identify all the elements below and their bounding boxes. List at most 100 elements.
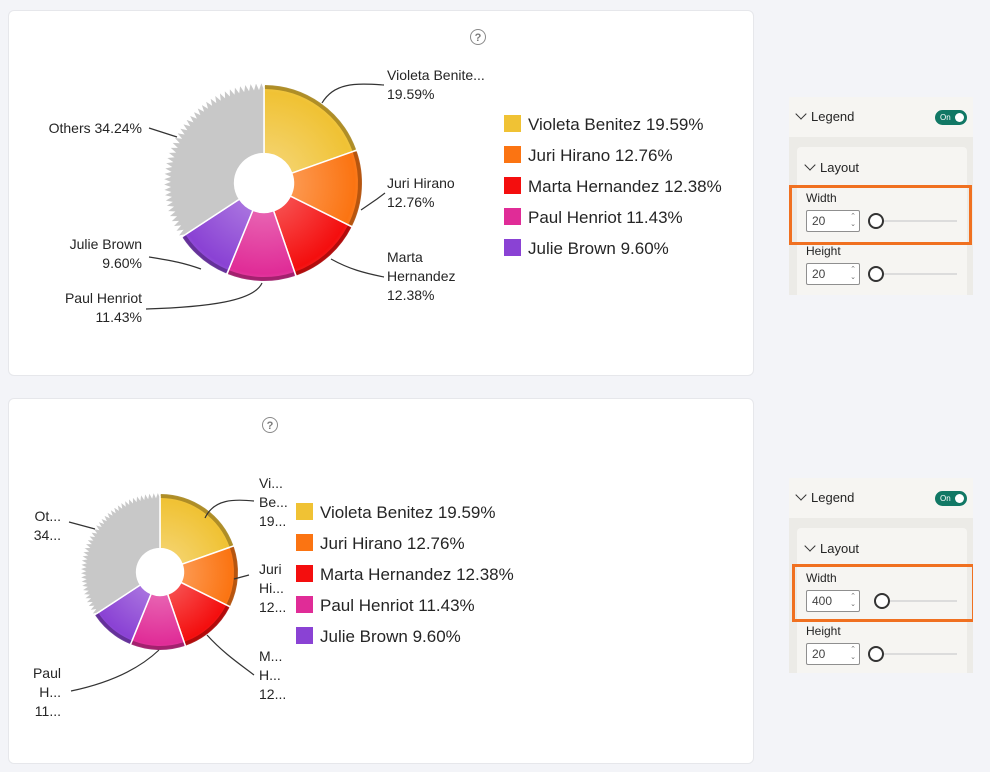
leader-line-juri-hirano: [360, 192, 386, 211]
legend-swatch-paul-henriot[interactable]: [504, 208, 521, 225]
pie-slice-rim-julie-brown: [182, 235, 228, 274]
chevron-down-icon: [804, 540, 816, 552]
height-label: Height: [806, 244, 841, 258]
legend-item-violeta-benitez[interactable]: Violeta Benitez 19.59%: [320, 503, 495, 522]
height-slider-thumb[interactable]: [868, 646, 884, 662]
width-slider-track[interactable]: [885, 600, 957, 602]
legend-swatch-juri-hirano[interactable]: [504, 146, 521, 163]
help-question-icon[interactable]: ?: [470, 29, 486, 45]
layout-card: Layout Width 400 ⌃ ⌄ Height 20 ⌃ ⌄: [797, 528, 967, 673]
chevron-down-icon: [795, 489, 807, 501]
data-label-marta-hernandez: Marta Hernandez 12.38%: [387, 249, 456, 303]
spin-arrows-icon[interactable]: ⌃ ⌄: [850, 213, 856, 228]
highlight-box: [792, 564, 973, 622]
leader-line-violeta-benitez: [321, 83, 385, 104]
layout-section-label: Layout: [820, 160, 860, 175]
layout-section-header[interactable]: Layout: [804, 540, 859, 556]
height-slider-track[interactable]: [879, 273, 957, 275]
data-label-violeta-benitez: Vi... Be... 19...: [259, 475, 288, 529]
width-slider-track[interactable]: [879, 220, 957, 222]
height-spinbox[interactable]: 20 ⌃ ⌄: [806, 263, 860, 285]
pie-slice-rim-violeta-benitez: [264, 85, 357, 151]
format-pane-legend-1: Legend On Layout Width 20 ⌃ ⌄ Height 20 ⌃ ⌄: [789, 97, 973, 295]
leader-line-others: [148, 127, 178, 138]
chart-visual-1[interactable]: ? Violeta Benite... 19.59% Juri Hirano 12.7…: [8, 10, 754, 376]
leader-line-paul-henriot: [145, 282, 263, 310]
toggle-label: On: [940, 113, 951, 122]
spin-arrows-icon[interactable]: ⌃ ⌄: [850, 593, 856, 608]
legend-toggle[interactable]: On: [935, 491, 967, 506]
width-label: Width: [806, 191, 837, 205]
height-slider-track[interactable]: [879, 653, 957, 655]
legend-item-julie-brown[interactable]: Julie Brown 9.60%: [320, 627, 461, 646]
chevron-down-icon: [795, 108, 807, 120]
layout-card: Layout Width 20 ⌃ ⌄ Height 20 ⌃ ⌄: [797, 147, 967, 295]
highlight-box: [789, 185, 972, 245]
chart-visual-2[interactable]: ? Vi... Be... 19... Juri Hi... 12... M... H... 1…: [8, 398, 754, 764]
legend-item-violeta-benitez[interactable]: Violeta Benitez 19.59%: [528, 115, 703, 134]
width-slider-thumb[interactable]: [868, 213, 884, 229]
data-label-marta-hernandez: M... H... 12...: [259, 648, 286, 702]
leader-line-paul-henriot: [70, 649, 160, 692]
legend-item-paul-henriot[interactable]: Paul Henriot 11.43%: [320, 596, 475, 615]
data-label-violeta-benitez: Violeta Benite... 19.59%: [387, 67, 485, 102]
legend-item-juri-hirano[interactable]: Juri Hirano 12.76%: [528, 146, 673, 165]
pie-slice-rim-violeta-benitez: [160, 494, 234, 547]
legend-swatch-julie-brown[interactable]: [504, 239, 521, 256]
toggle-knob: [955, 494, 964, 503]
width-value: 20: [812, 214, 826, 228]
legend-section-header[interactable]: Legend On: [789, 97, 973, 137]
pie-slice-rim-juri-hirano: [226, 546, 238, 607]
legend-toggle[interactable]: On: [935, 110, 967, 125]
layout-section-header[interactable]: Layout: [804, 159, 860, 175]
legend-swatch-juri-hirano[interactable]: [296, 534, 313, 551]
toggle-knob: [955, 113, 964, 122]
height-spinbox[interactable]: 20 ⌃ ⌄: [806, 643, 860, 665]
leader-line-marta-hernandez: [206, 634, 255, 676]
width-slider-thumb[interactable]: [874, 593, 890, 609]
pie-slice-rim-paul-henriot: [227, 270, 295, 281]
legend-swatch-paul-henriot[interactable]: [296, 596, 313, 613]
legend-item-marta-hernandez[interactable]: Marta Hernandez 12.38%: [320, 565, 514, 584]
pie-slice-rim-marta-hernandez: [295, 225, 352, 276]
help-question-icon[interactable]: ?: [262, 417, 278, 433]
width-spinbox[interactable]: 400 ⌃ ⌄: [806, 590, 860, 612]
legend-section-label: Legend: [811, 490, 855, 505]
leader-line-marta-hernandez: [330, 258, 385, 278]
height-slider-thumb[interactable]: [868, 266, 884, 282]
spin-arrows-icon[interactable]: ⌃ ⌄: [850, 266, 856, 281]
pie-chart-2[interactable]: Vi... Be... 19... Juri Hi... 12... M... H... 12.…: [9, 399, 755, 765]
spin-arrows-icon[interactable]: ⌃ ⌄: [850, 646, 856, 661]
pie-chart-1[interactable]: Violeta Benite... 19.59% Juri Hirano 12.76%…: [9, 11, 755, 377]
legend-swatch-violeta-benitez[interactable]: [504, 115, 521, 132]
data-label-others: Ot... 34...: [34, 508, 61, 543]
legend-item-marta-hernandez[interactable]: Marta Hernandez 12.38%: [528, 177, 722, 196]
legend-item-julie-brown[interactable]: Julie Brown 9.60%: [528, 239, 669, 258]
height-value: 20: [812, 647, 826, 661]
data-label-others: Others 34.24%: [49, 120, 142, 136]
pie-slice-rim-juri-hirano: [348, 151, 362, 226]
leader-line-julie-brown: [148, 256, 202, 270]
data-label-juri-hirano: Juri Hirano 12.76%: [387, 175, 455, 210]
data-label-julie-brown: Julie Brown 9.60%: [70, 236, 142, 271]
legend-item-paul-henriot[interactable]: Paul Henriot 11.43%: [528, 208, 683, 227]
legend-section-label: Legend: [811, 109, 855, 124]
toggle-label: On: [940, 494, 951, 503]
legend-item-juri-hirano[interactable]: Juri Hirano 12.76%: [320, 534, 465, 553]
legend-swatch-marta-hernandez[interactable]: [504, 177, 521, 194]
chevron-down-icon: [804, 159, 816, 171]
legend-section-header[interactable]: Legend On: [789, 478, 973, 518]
pie-slice-rim-paul-henriot: [131, 640, 185, 650]
data-label-paul-henriot: Paul H... 11...: [33, 665, 61, 719]
width-spinbox[interactable]: 20 ⌃ ⌄: [806, 210, 860, 232]
pie-slice-rim-marta-hernandez: [184, 605, 230, 646]
legend-swatch-julie-brown[interactable]: [296, 627, 313, 644]
data-label-juri-hirano: Juri Hi... 12...: [259, 561, 286, 615]
height-value: 20: [812, 267, 826, 281]
leader-line-violeta-benitez: [204, 499, 255, 519]
pie-slice-others[interactable]: [159, 78, 265, 238]
legend-swatch-marta-hernandez[interactable]: [296, 565, 313, 582]
pie-slice-others[interactable]: [76, 488, 161, 616]
legend-swatch-violeta-benitez[interactable]: [296, 503, 313, 520]
width-label: Width: [806, 571, 837, 585]
